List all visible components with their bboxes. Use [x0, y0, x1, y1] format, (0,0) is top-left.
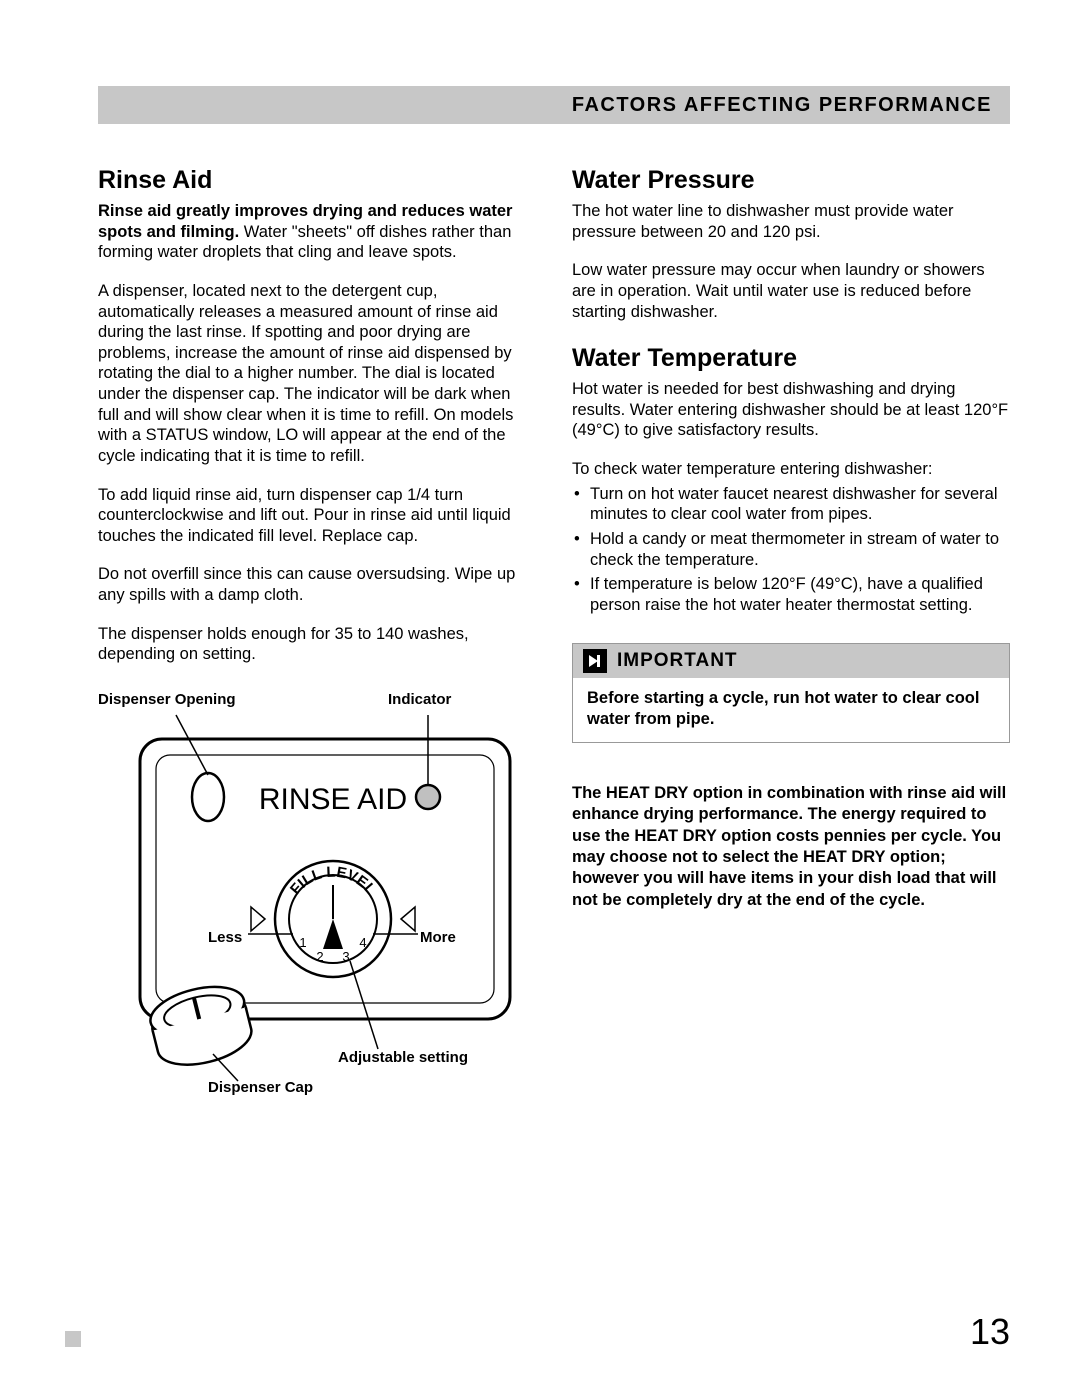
list-item: If temperature is below 120°F (49°C), ha…: [572, 574, 1010, 615]
important-body: Before starting a cycle, run hot water t…: [573, 678, 1009, 741]
label-indicator: Indicator: [388, 691, 451, 708]
list-item: Turn on hot water faucet nearest dishwas…: [572, 484, 1010, 525]
footer-mark: [65, 1331, 81, 1347]
rinse-aid-text: RINSE AID: [259, 783, 407, 816]
label-dispenser-opening: Dispenser Opening: [98, 691, 236, 708]
list-item: Hold a candy or meat thermometer in stre…: [572, 529, 1010, 570]
left-column: Rinse Aid Rinse aid greatly improves dry…: [98, 166, 536, 1121]
label-adjustable-setting: Adjustable setting: [338, 1049, 468, 1066]
rinse-aid-diagram: Dispenser Opening Indicator RINSE AID: [98, 691, 536, 1121]
right-column: Water Pressure The hot water line to dis…: [572, 166, 1010, 1121]
important-header: IMPORTANT: [573, 644, 1009, 678]
rinse-aid-p4: Do not overfill since this can cause ove…: [98, 564, 536, 605]
diagram-svg: RINSE AID FILL LEVEL 1 2 3: [98, 709, 538, 1119]
important-box: IMPORTANT Before starting a cycle, run h…: [572, 643, 1010, 742]
svg-text:3: 3: [342, 949, 349, 964]
rinse-aid-p2: A dispenser, located next to the deterge…: [98, 281, 536, 467]
arrow-icon: [583, 649, 607, 673]
water-temp-p2: To check water temperature entering dish…: [572, 459, 1010, 480]
rinse-aid-p3: To add liquid rinse aid, turn dispenser …: [98, 485, 536, 547]
label-more: More: [420, 929, 456, 946]
svg-text:4: 4: [359, 935, 366, 950]
page-number: 13: [970, 1311, 1010, 1353]
important-label: IMPORTANT: [617, 650, 738, 672]
rinse-aid-p1: Rinse aid greatly improves drying and re…: [98, 201, 536, 263]
svg-text:2: 2: [316, 949, 323, 964]
water-temperature-heading: Water Temperature: [572, 344, 1010, 373]
rinse-aid-p5: The dispenser holds enough for 35 to 140…: [98, 624, 536, 665]
svg-text:1: 1: [299, 935, 306, 950]
header-title: FACTORS AFFECTING PERFORMANCE: [572, 94, 992, 117]
rinse-aid-heading: Rinse Aid: [98, 166, 536, 195]
heat-dry-note: The HEAT DRY option in combination with …: [572, 783, 1010, 912]
label-dispenser-cap: Dispenser Cap: [208, 1079, 313, 1096]
label-less: Less: [208, 929, 242, 946]
water-pressure-heading: Water Pressure: [572, 166, 1010, 195]
water-temp-p1: Hot water is needed for best dishwashing…: [572, 379, 1010, 441]
water-pressure-p1: The hot water line to dishwasher must pr…: [572, 201, 1010, 242]
water-temp-list: Turn on hot water faucet nearest dishwas…: [572, 484, 1010, 616]
water-pressure-p2: Low water pressure may occur when laundr…: [572, 260, 1010, 322]
section-header: FACTORS AFFECTING PERFORMANCE: [98, 86, 1010, 124]
